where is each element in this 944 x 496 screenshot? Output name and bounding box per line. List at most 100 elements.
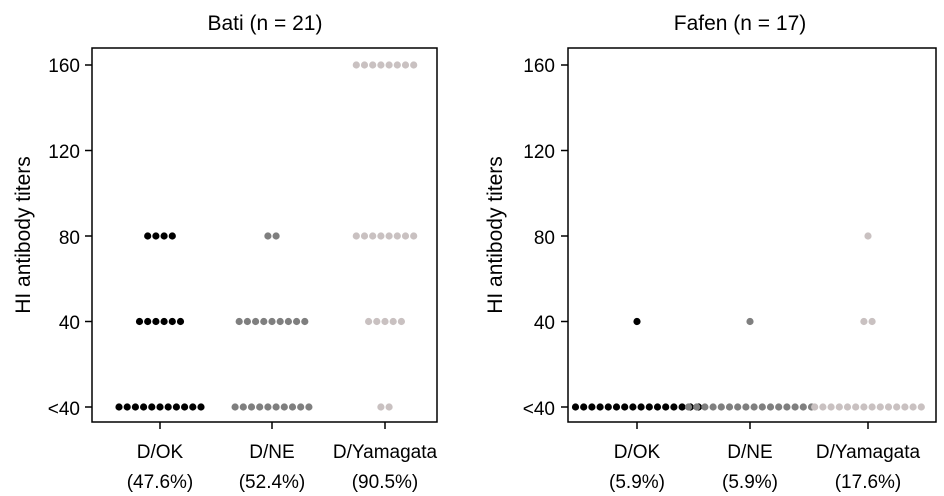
data-point (653, 403, 662, 411)
data-point (284, 317, 292, 326)
data-point (588, 403, 596, 411)
data-point (571, 403, 580, 411)
data-point (197, 403, 205, 411)
x-category-label: D/Yamagata (333, 442, 438, 463)
data-point (742, 403, 750, 411)
data-point (352, 61, 360, 69)
data-point (909, 403, 917, 411)
data-point (860, 403, 868, 411)
data-point (305, 403, 313, 411)
data-point (678, 403, 686, 411)
plot-frame (567, 47, 937, 423)
data-point (783, 403, 791, 411)
data-point (604, 403, 612, 411)
data-point (633, 317, 641, 326)
data-point (260, 317, 268, 326)
data-point (115, 403, 123, 411)
data-point (799, 403, 807, 411)
x-category-label: D/Yamagata (816, 442, 921, 463)
y-axis-label: HI antibody titers (484, 156, 507, 314)
data-point (864, 232, 872, 240)
data-point (917, 403, 925, 411)
data-point (160, 232, 168, 240)
data-point (670, 403, 678, 411)
data-point (410, 61, 418, 69)
x-category-label: D/NE (249, 442, 294, 463)
data-point (148, 403, 156, 411)
data-point (397, 317, 405, 326)
y-tick-label: 120 (523, 142, 555, 163)
data-point (868, 317, 876, 326)
y-tick-label: 40 (59, 313, 80, 334)
data-point (144, 317, 152, 326)
x-category-label: D/OK (614, 442, 661, 463)
x-category-label: D/NE (727, 442, 772, 463)
data-point (725, 403, 734, 411)
data-point (168, 317, 176, 326)
data-point (352, 232, 360, 240)
data-point (140, 403, 148, 411)
data-point (876, 403, 884, 411)
data-point (377, 403, 385, 411)
data-point (637, 403, 645, 411)
data-point (144, 232, 152, 240)
x-category-percent: (90.5%) (352, 472, 419, 493)
chart-panel-fafen: Fafen (n = 17) HI antibody titers <40 40… (484, 12, 937, 493)
data-point (750, 403, 758, 411)
data-point (176, 317, 185, 326)
data-point (131, 403, 139, 411)
data-point (243, 317, 251, 326)
data-point (868, 403, 876, 411)
x-category-label: D/OK (137, 442, 184, 463)
data-point (252, 317, 260, 326)
y-tick-label: 160 (523, 56, 555, 77)
data-point (662, 403, 670, 411)
data-point (377, 232, 385, 240)
data-point (135, 317, 144, 326)
data-point (297, 403, 305, 411)
data-point (235, 317, 243, 326)
data-point (596, 403, 604, 411)
data-point (693, 403, 701, 411)
data-point (181, 403, 189, 411)
data-point (152, 232, 160, 240)
y-tick-label: 160 (48, 56, 80, 77)
data-point (884, 403, 893, 411)
data-point (819, 403, 827, 411)
data-point (280, 403, 288, 411)
y-tick-label: <40 (48, 399, 80, 420)
dot-layer (85, 61, 418, 429)
data-point (893, 403, 901, 411)
x-category-percent: (17.6%) (835, 472, 902, 493)
y-tick-label: 80 (59, 228, 80, 249)
data-point (272, 232, 280, 240)
data-point (256, 403, 264, 411)
data-point (164, 403, 172, 411)
data-point (301, 317, 309, 326)
data-point (766, 403, 775, 411)
data-point (410, 232, 418, 240)
data-point (268, 317, 276, 326)
data-point (758, 403, 766, 411)
data-point (369, 232, 377, 240)
data-point (843, 403, 852, 411)
data-point (827, 403, 835, 411)
y-tick-label: 80 (534, 228, 555, 249)
data-point (852, 403, 860, 411)
data-point (393, 232, 401, 240)
data-point (385, 61, 393, 69)
data-point (231, 403, 239, 411)
chart-panel-bati: Bati (n = 21) HI antibody titers <40 40 … (12, 12, 438, 493)
data-point (373, 317, 381, 326)
chart-title: Bati (n = 21) (208, 12, 323, 35)
data-point (360, 61, 369, 69)
data-point (791, 403, 799, 411)
data-point (401, 232, 410, 240)
data-point (645, 403, 653, 411)
data-point (247, 403, 256, 411)
data-point (901, 403, 909, 411)
data-point (172, 403, 180, 411)
y-tick-label: <40 (523, 399, 555, 420)
data-point (775, 403, 783, 411)
data-point (835, 403, 843, 411)
